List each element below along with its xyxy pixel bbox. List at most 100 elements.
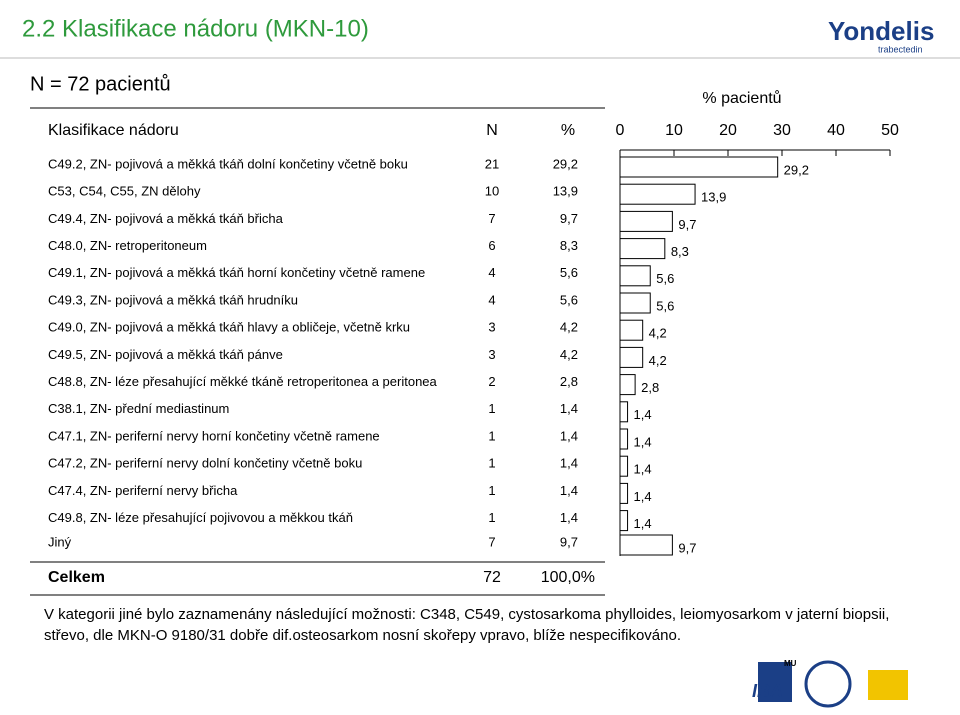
data-label: 2,8 (641, 380, 659, 395)
percent-cell: 8,3 (560, 238, 578, 253)
row-label: C49.3, ZN- pojivová a měkká tkáň hrudník… (48, 292, 298, 307)
bar (619, 238, 666, 260)
iba-logo: IBA (752, 681, 783, 701)
column-header: Klasifikace nádoru (48, 122, 179, 139)
percent-cell: 4,2 (560, 320, 578, 335)
brand-logo: Yondelis (828, 16, 934, 46)
percent-cell: 2,8 (560, 374, 578, 389)
percent-cell: 1,4 (560, 401, 578, 416)
bar (619, 482, 629, 504)
bar (619, 510, 629, 532)
n-cell: 1 (488, 456, 495, 471)
n-cell: 4 (488, 265, 495, 280)
row-label: C49.4, ZN- pojivová a měkká tkáň břicha (48, 211, 284, 226)
n-cell: 2 (488, 374, 495, 389)
total-label: Celkem (48, 569, 105, 586)
axis-label: % pacientů (702, 89, 781, 107)
university-seal (804, 660, 852, 708)
bar (619, 534, 673, 556)
bar (619, 156, 779, 178)
data-label: 4,2 (649, 326, 667, 341)
percent-cell: 1,4 (560, 428, 578, 443)
total-percent: 100,0% (541, 569, 595, 586)
data-label: 29,2 (784, 162, 809, 177)
row-label: C47.4, ZN- periferní nervy břicha (48, 483, 238, 498)
x-tick-label: 0 (616, 122, 625, 139)
percent-cell: 1,4 (560, 456, 578, 471)
row-label: C48.0, ZN- retroperitoneum (48, 238, 207, 253)
data-label: 1,4 (634, 407, 652, 422)
n-cell: 21 (485, 156, 499, 171)
row-label: C49.8, ZN- léze přesahující pojivovou a … (48, 510, 353, 525)
column-header: % (561, 122, 575, 139)
percent-cell: 29,2 (553, 156, 578, 171)
row-label: C47.1, ZN- periferní nervy horní končeti… (48, 428, 380, 443)
n-cell: 7 (488, 534, 495, 549)
percent-cell: 9,7 (560, 211, 578, 226)
n-cell: 6 (488, 238, 495, 253)
x-tick-label: 20 (719, 122, 737, 139)
row-label: C49.0, ZN- pojivová a měkká tkáň hlavy a… (48, 320, 410, 335)
bar (619, 265, 651, 287)
iba-logo-box (758, 662, 792, 702)
title: 2.2 Klasifikace nádoru (MKN-10) (22, 15, 369, 42)
n-cell: 1 (488, 510, 495, 525)
bar (619, 455, 629, 477)
percent-cell: 13,9 (553, 184, 578, 199)
bar (619, 346, 644, 368)
row-label: C53, C54, C55, ZN dělohy (48, 184, 201, 199)
x-tick-label: 10 (665, 122, 683, 139)
n-cell: 7 (488, 211, 495, 226)
data-label: 5,6 (656, 298, 674, 313)
data-label: 9,7 (678, 217, 696, 232)
percent-cell: 1,4 (560, 483, 578, 498)
data-label: 1,4 (634, 462, 652, 477)
n-cell: 3 (488, 320, 495, 335)
row-label: C48.8, ZN- léze přesahující měkké tkáně … (48, 374, 438, 389)
x-tick-label: 30 (773, 122, 791, 139)
bar (619, 401, 629, 423)
percent-cell: 1,4 (560, 510, 578, 525)
x-tick-label: 50 (881, 122, 899, 139)
data-label: 1,4 (634, 489, 652, 504)
data-label: 8,3 (671, 244, 689, 259)
n-cell: 1 (488, 428, 495, 443)
bar (619, 428, 629, 450)
row-label: C49.1, ZN- pojivová a měkká tkáň horní k… (48, 265, 425, 280)
row-label: C38.1, ZN- přední mediastinum (48, 401, 229, 416)
row-label: Jiný (48, 534, 72, 549)
brand-sub: trabectedin (878, 44, 923, 54)
percent-cell: 4,2 (560, 347, 578, 362)
data-label: 13,9 (701, 190, 726, 205)
data-label: 1,4 (634, 434, 652, 449)
data-label: 5,6 (656, 271, 674, 286)
mu-logo: MU (784, 659, 797, 668)
n-cell: 1 (488, 483, 495, 498)
x-tick-label: 40 (827, 122, 845, 139)
footnote: V kategorii jiné bylo zaznamenány násled… (44, 606, 890, 644)
bar (619, 183, 696, 205)
row-label: C47.2, ZN- periferní nervy dolní končeti… (48, 456, 362, 471)
bar (619, 319, 644, 341)
bar (619, 210, 673, 232)
percent-cell: 9,7 (560, 534, 578, 549)
n-cell: 10 (485, 184, 499, 199)
n-cell: 1 (488, 401, 495, 416)
column-header: N (486, 122, 498, 139)
row-label: C49.5, ZN- pojivová a měkká tkáň pánve (48, 347, 283, 362)
n-cell: 4 (488, 292, 495, 307)
data-label: 1,4 (634, 516, 652, 531)
percent-cell: 5,6 (560, 265, 578, 280)
bar (619, 292, 651, 314)
data-label: 4,2 (649, 353, 667, 368)
n-cell: 3 (488, 347, 495, 362)
total-n: 72 (483, 569, 501, 586)
row-label: C49.2, ZN- pojivová a měkká tkáň dolní k… (48, 156, 408, 171)
subtitle: N = 72 pacientů (30, 73, 171, 95)
bar (619, 374, 636, 396)
data-label: 9,7 (678, 540, 696, 555)
society-logo (868, 670, 908, 700)
percent-cell: 5,6 (560, 292, 578, 307)
